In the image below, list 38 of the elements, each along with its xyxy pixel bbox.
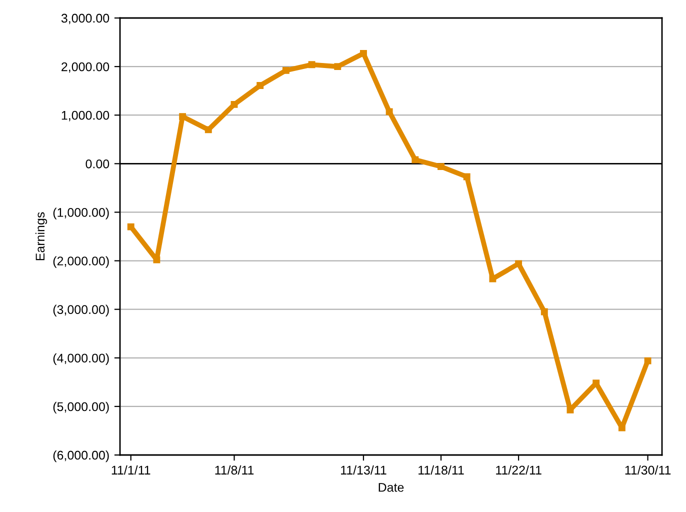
y-tick-label: (3,000.00) (53, 304, 109, 316)
point (360, 50, 367, 57)
y-tick-label: (2,000.00) (53, 256, 109, 268)
point (540, 308, 548, 316)
point (334, 63, 342, 70)
y-tick-label: (5,000.00) (53, 402, 109, 414)
point (127, 223, 134, 230)
point (282, 66, 290, 74)
point (644, 357, 652, 364)
x-tick-label: 11/18/11 (418, 465, 464, 475)
point (153, 256, 160, 264)
x-tick-label: 11/13/11 (341, 465, 386, 475)
point (515, 260, 522, 268)
point (412, 156, 419, 164)
point (489, 275, 496, 282)
x-tick-label: 11/1/11 (112, 465, 150, 475)
y-tick-label: (6,000.00) (53, 450, 109, 462)
x-tick-label: 11/8/11 (215, 465, 254, 475)
y-tick-label: (1,000.00) (53, 208, 109, 220)
y-tick-label: 1,000.00 (62, 110, 110, 122)
y-tick-label: (4,000.00) (53, 353, 109, 366)
point (566, 406, 574, 414)
y-tick-label: 0.00 (86, 159, 110, 168)
point (463, 173, 470, 180)
point (438, 163, 444, 170)
y-tick-label: 2,000.00 (62, 62, 110, 73)
y-tick-label: 3,000.00 (61, 14, 110, 24)
x-tick-label: 11/30/11 (625, 465, 671, 475)
point (204, 126, 212, 134)
point (308, 61, 316, 68)
x-axis-title: Date (378, 483, 404, 492)
point (618, 424, 626, 432)
point (230, 100, 238, 108)
point (179, 113, 186, 120)
y-axis-title: Earnings (35, 212, 48, 260)
point (386, 108, 393, 116)
x-tick-label: 11/22/11 (496, 465, 542, 475)
point (256, 82, 264, 89)
